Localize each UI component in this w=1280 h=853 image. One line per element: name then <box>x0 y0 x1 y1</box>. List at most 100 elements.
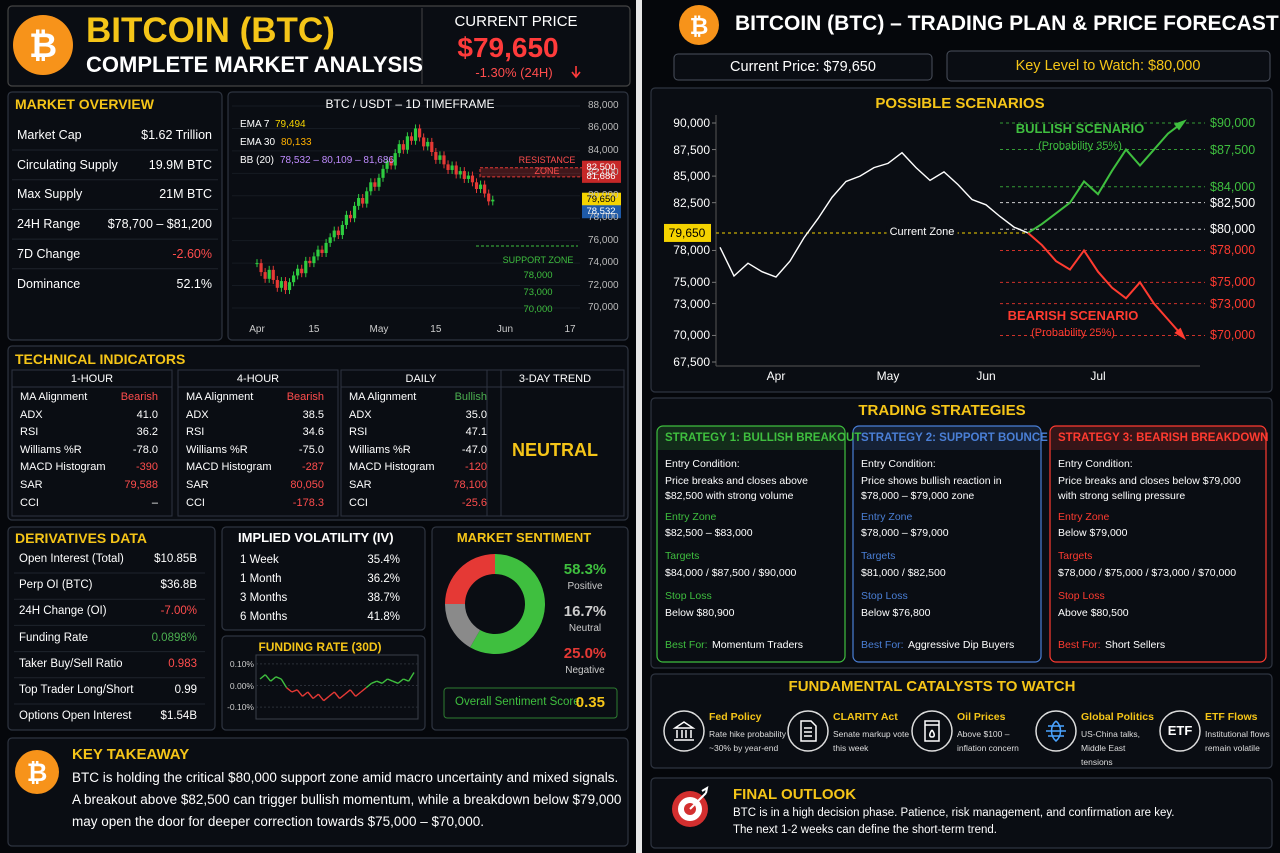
row-value: 0.983 <box>168 657 197 670</box>
card-text: Aggressive Dip Buyers <box>908 639 1015 651</box>
funding-segment <box>376 680 383 684</box>
funding-segment <box>371 680 378 684</box>
candle <box>308 260 312 264</box>
y-tick-label: 72,000 <box>588 279 619 291</box>
row-label: Max Supply <box>17 187 83 202</box>
indicator-label: CCI <box>349 496 368 509</box>
candle <box>344 214 349 225</box>
price-tag-label: 79,650 <box>586 193 616 205</box>
price-tag-label: 82,500 <box>586 161 616 173</box>
row-value: 41.8% <box>367 611 400 623</box>
indicator-value: 34.6 <box>302 426 324 439</box>
info-box <box>946 50 1271 82</box>
y-tick-label: 80,000 <box>588 189 619 201</box>
candle <box>336 230 340 236</box>
table-column <box>340 369 502 517</box>
row-value: 21M BTC <box>159 187 212 202</box>
card-text: Below $80,900 <box>665 607 735 619</box>
indicator-value: -47.0 <box>461 443 487 456</box>
card-text: Price shows bullish reaction in $78,000 … <box>861 475 1002 502</box>
row-value: 19.9M BTC <box>148 157 212 172</box>
sentiment-value: 25.0% <box>563 645 607 662</box>
row-value: $78,700 – $81,200 <box>107 217 212 232</box>
candle <box>352 205 357 219</box>
card-label: Entry Zone <box>1058 511 1110 523</box>
x-tick-label: 15 <box>430 324 442 335</box>
indicator-value: 79,588 <box>124 479 158 491</box>
candle <box>279 281 283 288</box>
logo <box>679 5 719 45</box>
sentiment-label: Positive <box>567 581 603 592</box>
funding-segment <box>312 693 319 700</box>
catalyst-title: Fed Policy <box>709 711 762 723</box>
funding-segment <box>339 693 346 700</box>
indicator-value: 80,050 <box>290 479 324 491</box>
candle <box>474 182 479 190</box>
row-value: $1.54B <box>160 710 197 723</box>
candle <box>405 136 410 150</box>
x-tick-label: 17 <box>564 324 576 335</box>
sentiment-label: Neutral <box>568 623 602 634</box>
catalyst-text: US-China talks, Middle East tensions <box>1081 729 1141 767</box>
level-label: $70,000 <box>1210 328 1256 343</box>
card-text: $78,000 – $79,000 <box>861 527 949 539</box>
funding-segment <box>286 687 293 693</box>
outlook-line: BTC is in a high decision phase. Patienc… <box>733 807 1175 819</box>
series-line <box>1027 122 1183 234</box>
row-value: $36.8B <box>160 579 197 592</box>
indicator-label: SAR <box>349 479 372 491</box>
donut-slice <box>445 604 481 648</box>
key-level: Key Level to Watch: $80,000 <box>1015 58 1201 74</box>
section-title: MARKET SENTIMENT <box>456 530 592 545</box>
panel <box>7 737 629 847</box>
card-title: STRATEGY 1: BULLISH BREAKOUT <box>665 432 862 444</box>
legend-value: 78,532 – 80,109 – 81,686 <box>280 155 394 166</box>
section-title: FINAL OUTLOOK <box>733 786 857 803</box>
y-tick-label: 82,000 <box>588 167 619 179</box>
indicator-value: 35.0 <box>465 408 487 421</box>
y-tick-label: 0.10% <box>229 658 254 669</box>
y-tick-label: 82,500 <box>673 195 710 210</box>
level-label: $82,500 <box>1210 195 1256 210</box>
support-level: 78,000 <box>523 270 553 281</box>
indicator-label: MACD Histogram <box>20 461 106 474</box>
card-label: Targets <box>1058 550 1093 562</box>
indicator-label: MA Alignment <box>349 391 417 403</box>
funding-segment <box>349 689 357 697</box>
card-label: Best For: <box>1058 639 1101 651</box>
candle <box>320 249 324 254</box>
funding-segment <box>275 676 282 680</box>
x-tick-label: Jul <box>1090 369 1106 383</box>
scenario-probability: (Probability 25%) <box>1031 327 1115 339</box>
price: $79,650 <box>457 32 559 63</box>
candle <box>283 281 288 291</box>
indicator-value: -120 <box>464 461 487 474</box>
catalyst-icon <box>787 710 829 752</box>
legend-value: 79,494 <box>275 119 306 130</box>
catalyst-icon <box>1159 710 1201 752</box>
y-tick-label: 87,500 <box>673 142 710 157</box>
indicator-value: Bearish <box>120 391 158 403</box>
table-column <box>11 369 173 517</box>
card-text: $78,000 / $75,000 / $73,000 / $70,000 <box>1058 567 1237 579</box>
row-label: 7D Change <box>17 246 81 261</box>
candle <box>385 160 389 169</box>
scenario-probability: (Probability 35%) <box>1038 140 1122 152</box>
funding-segment <box>344 689 351 695</box>
card-label: Entry Condition: <box>665 458 740 470</box>
card-label: Entry Zone <box>665 511 717 523</box>
card-text: Momentum Traders <box>712 639 804 651</box>
strategy-card <box>852 425 1042 663</box>
row-label: 24H Change (OI) <box>19 605 107 618</box>
support-level: 70,000 <box>523 304 553 315</box>
candle <box>324 242 328 254</box>
funding-segment <box>403 678 409 682</box>
catalyst-title: Global Politics <box>1081 711 1154 723</box>
funding-segment <box>381 678 388 684</box>
indicator-value: Bearish <box>286 391 324 403</box>
funding-segment <box>365 682 372 689</box>
funding-segment <box>397 678 404 684</box>
down-arrow <box>571 66 581 79</box>
price-tag <box>582 205 621 219</box>
